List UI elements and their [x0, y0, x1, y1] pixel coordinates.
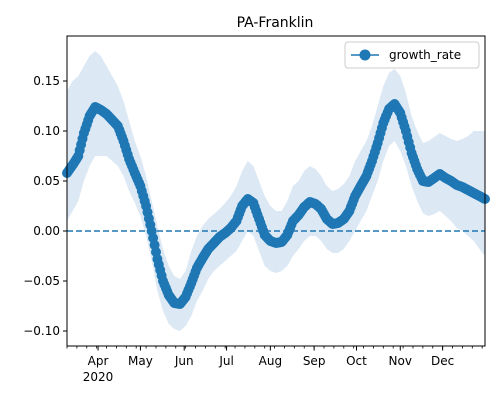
y-tick-label: 0.00	[33, 224, 60, 238]
x-tick-label: Sep	[303, 354, 326, 368]
x-tick-label: Dec	[431, 354, 454, 368]
y-tick-label: 0.15	[33, 74, 60, 88]
y-tick-label: 0.05	[33, 174, 60, 188]
x-tick-label: May	[128, 354, 153, 368]
y-tick-label: −0.05	[23, 274, 60, 288]
legend-label-growth-rate: growth_rate	[389, 48, 461, 62]
x-tick-sublabel: 2020	[83, 370, 114, 384]
legend-box	[344, 41, 480, 69]
series-points-layer	[62, 99, 490, 309]
x-tick-label: Jul	[218, 354, 233, 368]
legend: growth_rate	[344, 41, 480, 69]
x-tick-label: Aug	[259, 354, 282, 368]
x-tick-label: Nov	[389, 354, 412, 368]
plot-frame	[66, 35, 486, 347]
x-axis: Apr 2020 May Jun Jul Aug Sep Oct Nov Dec	[66, 346, 483, 384]
x-tick-label: Apr	[88, 354, 109, 368]
y-axis: −0.10 −0.05 0.00 0.05 0.10 0.15	[23, 74, 67, 338]
y-tick-label: −0.10	[23, 324, 60, 338]
y-tick-label: 0.10	[33, 124, 60, 138]
x-tick-label: Jun	[174, 354, 194, 368]
x-tick-label: Oct	[346, 354, 367, 368]
legend-marker-swatch	[359, 49, 371, 61]
chart-title: PA-Franklin	[237, 15, 314, 31]
